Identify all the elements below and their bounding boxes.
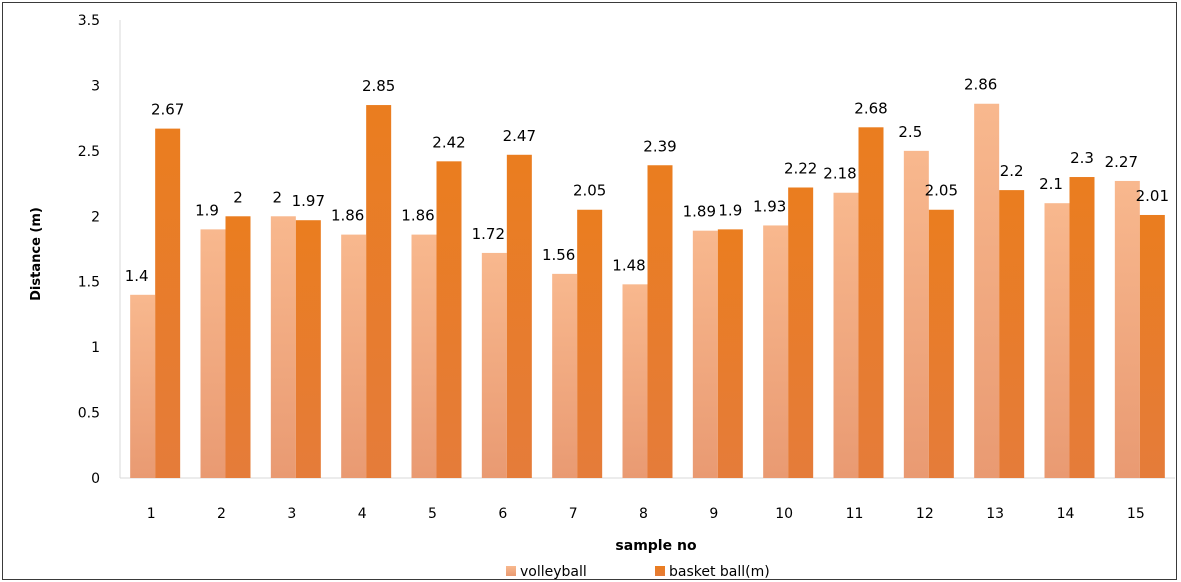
bar-basketball [366, 105, 392, 479]
bar-basketball [577, 209, 603, 478]
x-tick-label: 9 [709, 506, 718, 522]
x-tick-label: 13 [986, 506, 1004, 522]
bar-basketball [788, 187, 814, 479]
data-label-basketball: 2 [233, 188, 243, 206]
x-tick-label: 14 [1057, 506, 1075, 522]
data-label-volleyball: 2 [273, 188, 283, 206]
x-tick-label: 4 [358, 506, 367, 522]
x-tick-label: 12 [916, 506, 934, 522]
y-axis-title: Distance (m) [29, 207, 44, 301]
data-label-basketball: 2.05 [573, 182, 606, 200]
x-tick-label: 5 [428, 506, 437, 522]
data-label-volleyball: 1.86 [331, 207, 364, 225]
data-label-volleyball: 1.93 [753, 197, 786, 215]
data-label-volleyball: 1.72 [472, 225, 505, 243]
data-label-basketball: 2.68 [854, 99, 887, 117]
bar-basketball [506, 154, 532, 479]
y-tick-label: 3 [91, 78, 100, 94]
x-tick-label: 7 [569, 506, 578, 522]
bar-volleyball [481, 252, 507, 478]
y-tick-label: 2.5 [78, 144, 100, 160]
x-tick-label: 1 [147, 506, 156, 522]
legend: volleyball basket ball(m) [506, 564, 770, 580]
y-tick-label: 3.5 [78, 13, 100, 29]
data-label-volleyball: 2.1 [1039, 175, 1063, 193]
data-label-basketball: 2.22 [784, 159, 817, 177]
data-label-volleyball: 1.89 [683, 203, 716, 221]
bar-volleyball [1044, 203, 1070, 478]
x-tick-label: 3 [287, 506, 296, 522]
data-label-basketball: 1.9 [718, 201, 742, 219]
bar-basketball [717, 229, 743, 478]
bar-volleyball [1114, 180, 1140, 478]
x-tick-label: 10 [775, 506, 793, 522]
data-label-volleyball: 2.18 [823, 165, 856, 183]
x-axis: 1 2 3 4 5 6 7 8 9 10 11 12 13 14 15 [120, 477, 1175, 522]
x-tick-label: 6 [498, 506, 507, 522]
x-tick-label: 2 [217, 506, 226, 522]
bar-basketball [928, 209, 954, 478]
bar-volleyball [341, 234, 367, 478]
bar-basketball [999, 190, 1025, 478]
bar-volleyball [903, 150, 929, 478]
bar-volleyball [270, 216, 296, 479]
bar-basketball [155, 128, 181, 478]
bar-basketball [1069, 177, 1095, 478]
legend-label-volleyball: volleyball [520, 564, 587, 580]
bar-volleyball [692, 230, 718, 478]
y-tick-label: 1.5 [78, 275, 100, 291]
bar-volleyball [200, 229, 226, 478]
bar-volleyball [833, 192, 859, 478]
data-label-basketball: 2.2 [1000, 162, 1024, 180]
y-tick-label: 1 [91, 340, 100, 356]
data-label-basketball: 2.42 [432, 133, 465, 151]
bar-volleyball [411, 234, 437, 478]
bar-volleyball [974, 103, 1000, 479]
bar-volleyball [763, 225, 789, 478]
y-axis: 0 0.5 1 1.5 2 2.5 3 3.5 [78, 13, 121, 487]
data-label-volleyball: 1.86 [401, 207, 434, 225]
bar-basketball [858, 127, 884, 478]
x-tick-label: 8 [639, 506, 648, 522]
legend-swatch-basketball [655, 566, 665, 576]
data-label-basketball: 2.01 [1136, 187, 1169, 205]
data-label-volleyball: 2.5 [898, 123, 922, 141]
bar-volleyball [130, 294, 156, 478]
data-labels: 1.4 2.67 1.9 2 2 1.97 1.86 2.85 1.86 2.42 1.72 2.47… [125, 76, 1169, 285]
data-label-volleyball: 1.4 [125, 267, 149, 285]
x-axis-title: sample no [615, 538, 697, 554]
data-label-basketball: 2.39 [643, 137, 676, 155]
bar-volleyball [622, 284, 648, 478]
bars [130, 103, 1165, 479]
bar-basketball [295, 220, 321, 478]
y-tick-label: 2 [91, 209, 100, 225]
data-label-basketball: 2.47 [503, 127, 536, 145]
bar-basketball [225, 216, 251, 479]
legend-label-basketball: basket ball(m) [669, 564, 770, 580]
data-label-volleyball: 2.86 [964, 76, 997, 94]
data-label-volleyball: 1.9 [195, 201, 219, 219]
bar-basketball [647, 165, 673, 478]
data-label-basketball: 2.67 [151, 101, 184, 119]
y-tick-label: 0 [91, 471, 100, 487]
bar-volleyball [552, 273, 578, 478]
data-label-basketball: 2.85 [362, 77, 395, 95]
data-label-basketball: 2.05 [925, 182, 958, 200]
bar-basketball [436, 161, 462, 478]
bar-basketball [1139, 214, 1165, 478]
data-label-volleyball: 2.27 [1105, 153, 1138, 171]
data-label-basketball: 1.97 [292, 192, 325, 210]
x-tick-label: 11 [846, 506, 864, 522]
x-tick-label: 15 [1127, 506, 1145, 522]
data-label-volleyball: 1.56 [542, 246, 575, 264]
y-tick-label: 0.5 [78, 406, 100, 422]
legend-swatch-volleyball [506, 566, 516, 576]
data-label-basketball: 2.3 [1070, 149, 1094, 167]
data-label-volleyball: 1.48 [612, 256, 645, 274]
